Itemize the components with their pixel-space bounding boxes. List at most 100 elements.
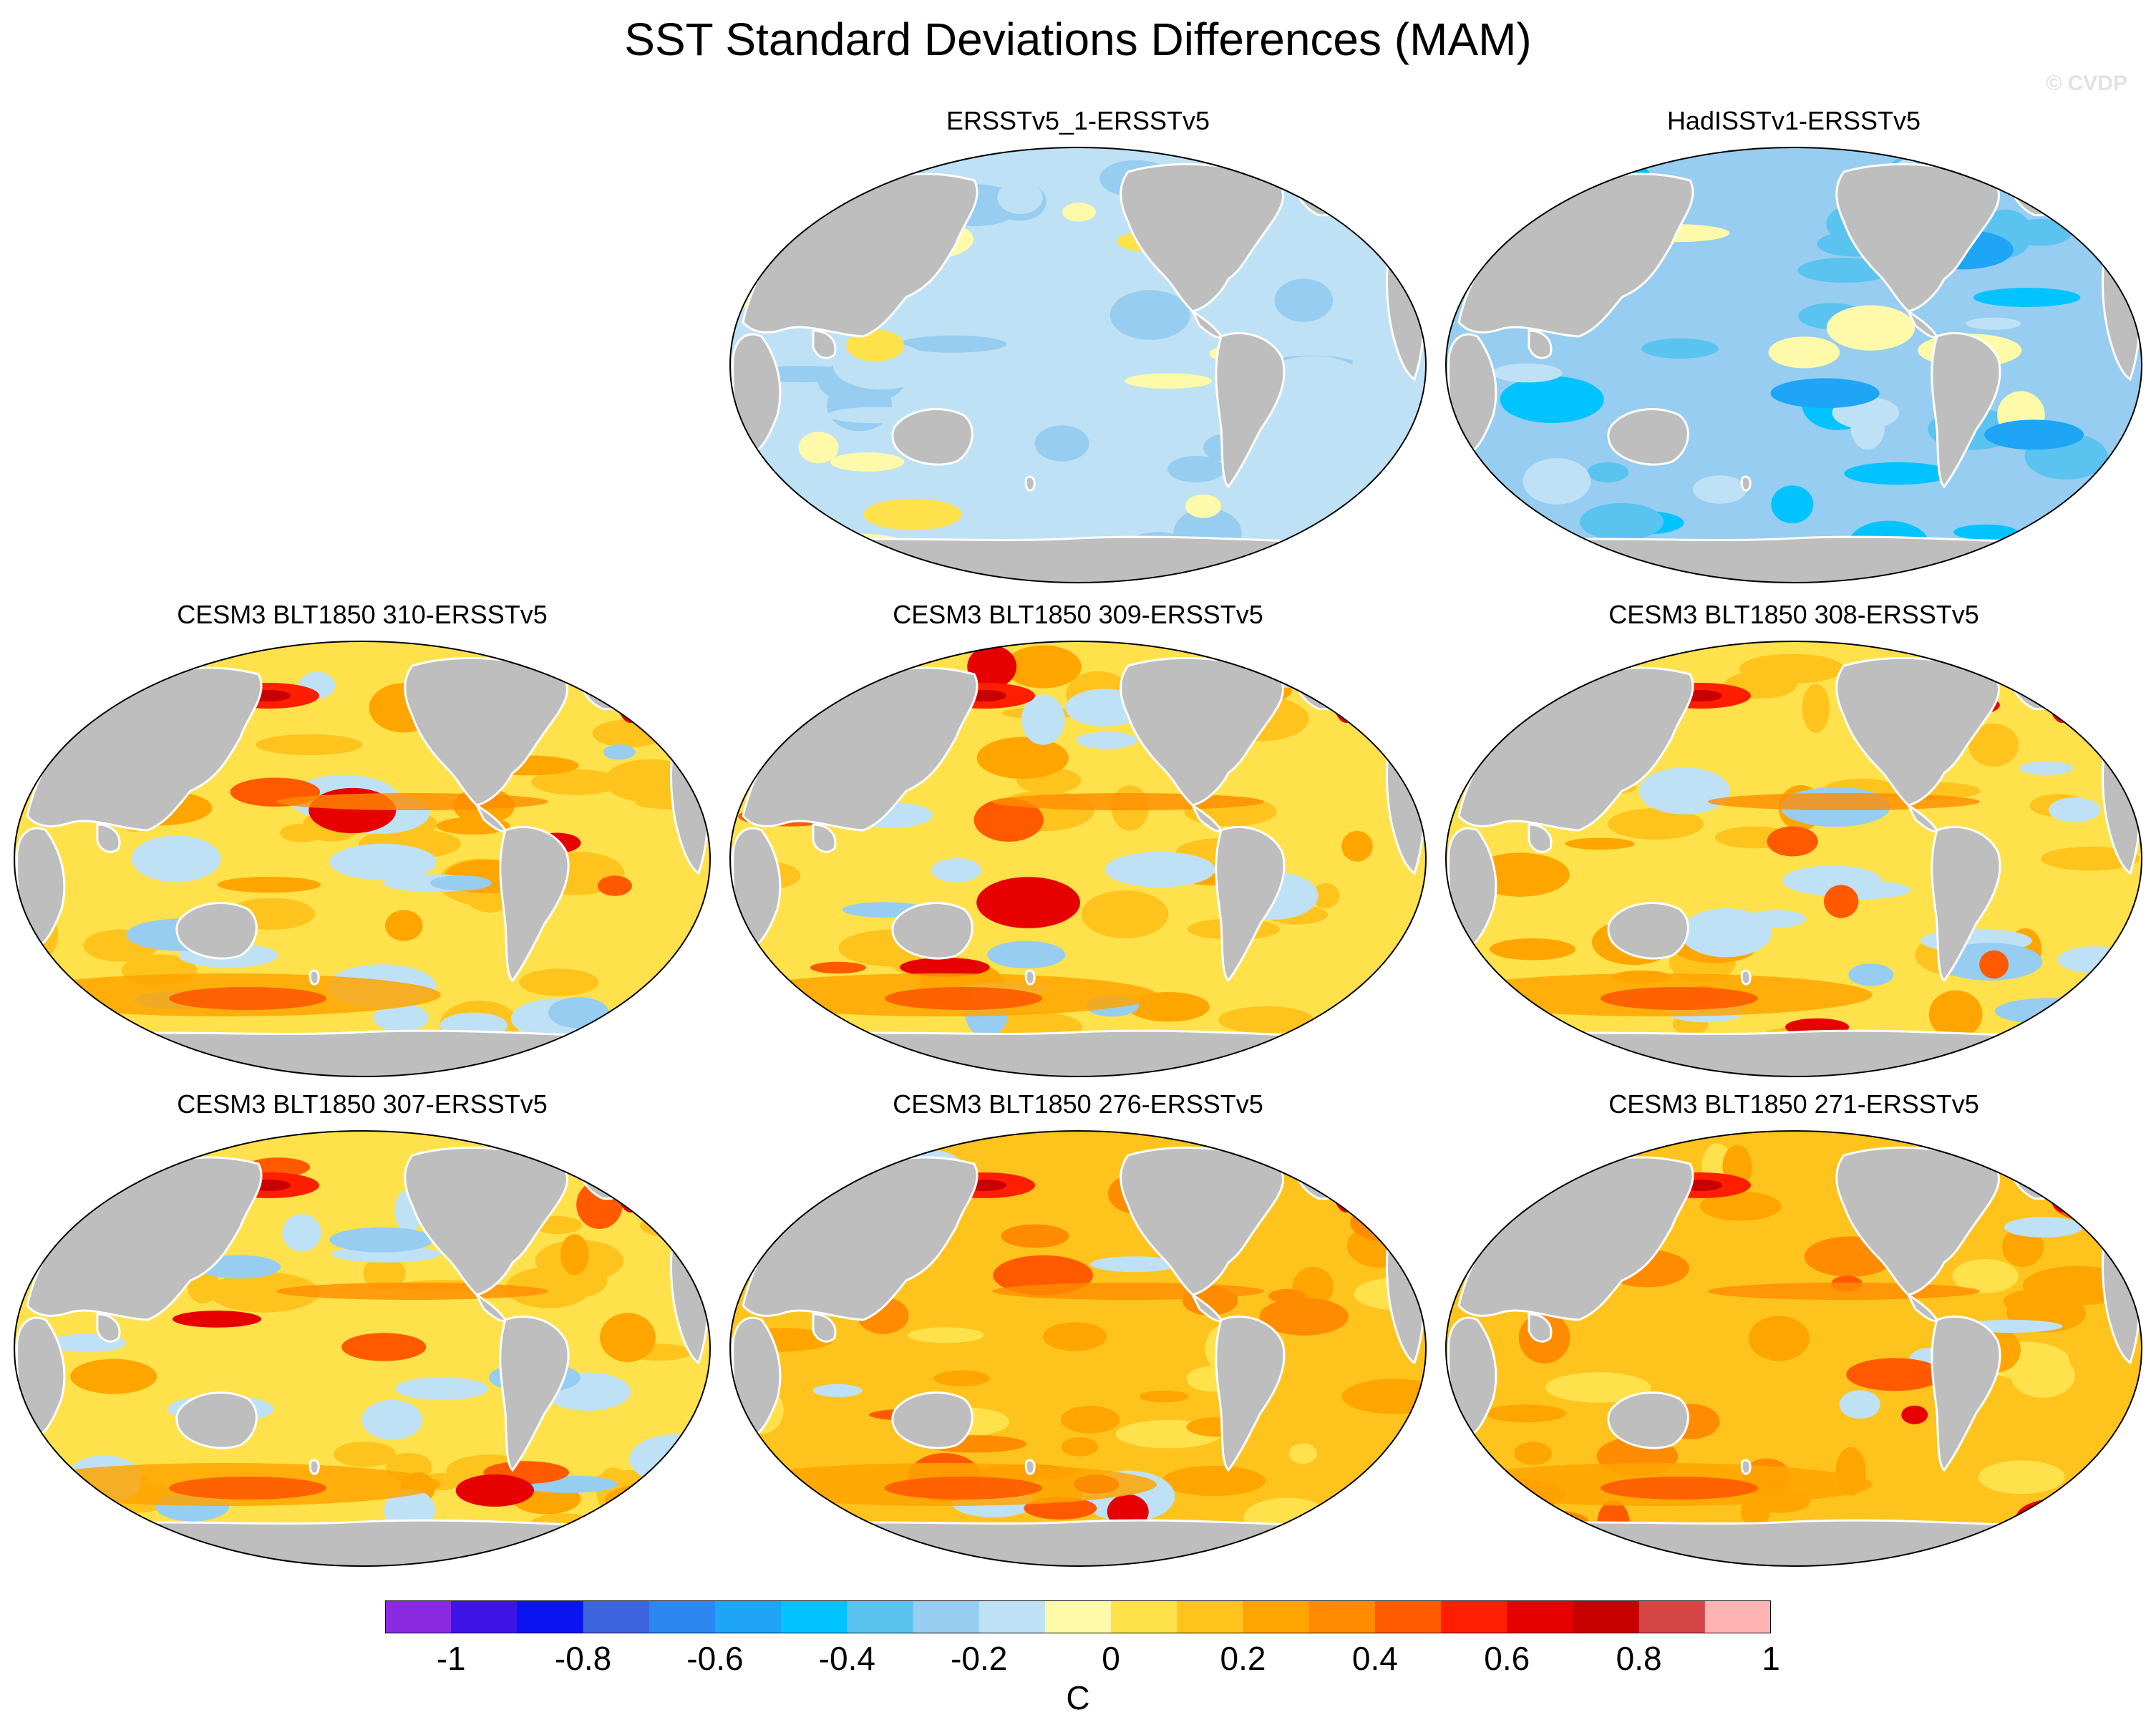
anomaly-patch (2016, 1497, 2112, 1537)
anomaly-patch (1185, 494, 1221, 518)
land-mass (175, 1391, 258, 1449)
anomaly-patch (1638, 767, 1730, 815)
anomaly-patch (333, 1442, 397, 1467)
anomaly-patch (2069, 1170, 2142, 1190)
land-mass (1931, 825, 2001, 983)
southern-ocean-core (169, 1477, 326, 1500)
land-mass (812, 1313, 837, 1343)
anomaly-patch (987, 941, 1066, 968)
anomaly-patch (1767, 826, 1818, 857)
land-mass (175, 902, 258, 960)
colorbar-swatch (1573, 1600, 1640, 1633)
anomaly-patch (209, 1272, 320, 1313)
anomaly-patch (2004, 1217, 2083, 1238)
anomaly-patch (1770, 378, 1880, 409)
map-outline (13, 641, 712, 1077)
colorbar-swatch (781, 1600, 848, 1633)
land-mass (14, 1029, 710, 1077)
anomaly-patch (531, 769, 621, 795)
anomaly-patch (1844, 462, 1951, 485)
anomaly-patch (519, 968, 599, 996)
anomaly-patch (1488, 525, 1525, 553)
anomaly-patch (131, 835, 221, 883)
map-outline (1444, 641, 2143, 1077)
anomaly-patch (1309, 1018, 1383, 1043)
anomaly-patch (1326, 1520, 1417, 1536)
equatorial-pacific-band (992, 1283, 1264, 1300)
land-mass (1528, 823, 1553, 853)
land-mass (1215, 825, 1286, 983)
anomaly-patch (2041, 846, 2140, 871)
map-outline (1444, 147, 2143, 583)
anomaly-patch (363, 1256, 406, 1291)
map (13, 641, 712, 1077)
colorbar-swatch (1374, 1600, 1442, 1633)
land-mass (499, 825, 570, 983)
land-mass (1215, 1315, 1286, 1472)
anomaly-patch (2003, 1288, 2083, 1316)
anomaly-patch (1001, 1224, 1069, 1248)
anomaly-patch (827, 407, 926, 424)
anomaly-patch (996, 296, 1071, 318)
anomaly-patch (1334, 1500, 1418, 1535)
colorbar-border (385, 1600, 1771, 1633)
colorbar-swatch (1704, 1600, 1771, 1633)
anomaly-patch (46, 1026, 139, 1066)
anomaly-patch (1090, 1256, 1180, 1273)
land-mass (1528, 329, 1553, 359)
anomaly-patch (1446, 1015, 1537, 1031)
anomaly-patch (548, 997, 609, 1029)
map-outline (729, 1130, 1427, 1567)
anomaly-patch (997, 180, 1043, 214)
anomaly-patch (1771, 485, 1814, 524)
anomaly-patch (1268, 1288, 1306, 1303)
anomaly-patch (746, 1162, 825, 1189)
colorbar-swatch (385, 1600, 452, 1633)
colorbar-swatch (1507, 1600, 1573, 1633)
land-mass (1528, 1313, 1553, 1343)
anomaly-patch (64, 1522, 127, 1540)
anomaly-patch (1263, 356, 1364, 405)
anomaly-patch (736, 1497, 802, 1511)
anomaly-patch (1485, 1404, 1567, 1423)
anomaly-patch (282, 1214, 321, 1252)
colorbar-tick-label: -0.6 (686, 1640, 744, 1677)
anomaly-patch (1968, 723, 2019, 767)
colorbar-swatch (1308, 1600, 1376, 1633)
anomaly-patch (1848, 963, 1894, 986)
anomaly-patch (1802, 684, 1830, 733)
anomaly-patch (1490, 938, 1576, 961)
map (1444, 1130, 2143, 1567)
anomaly-patch (1928, 990, 1983, 1039)
map-panel-cesm3-310: CESM3 BLT1850 310-ERSSTv5 (11, 600, 713, 1087)
anomaly-patch (1006, 465, 1043, 484)
anomaly-patch (217, 876, 321, 893)
anomaly-patch (812, 1384, 863, 1397)
panel-title: CESM3 BLT1850 307-ERSSTv5 (177, 1089, 548, 1119)
anomaly-patch (899, 335, 1007, 353)
land-mass (1931, 1315, 2001, 1472)
land-mass (1607, 902, 1689, 960)
anomaly-patch (1768, 336, 1840, 369)
anomaly-patch (1641, 338, 1719, 359)
anomaly-patch (863, 498, 962, 530)
southern-ocean-core (885, 1477, 1042, 1500)
anomaly-patch (1587, 462, 1629, 482)
anomaly-patch (900, 958, 990, 977)
anomaly-patch (1565, 837, 1635, 850)
anomaly-patch (70, 1359, 157, 1394)
anomaly-patch (603, 744, 636, 760)
cvdp-watermark: © CVDP (2046, 72, 2127, 95)
anomaly-patch (1966, 317, 2021, 330)
anomaly-patch (1288, 1443, 1317, 1464)
anomaly-patch (1839, 1390, 1880, 1419)
map-outline (13, 1130, 712, 1567)
anomaly-patch (341, 1333, 427, 1361)
map (729, 641, 1427, 1077)
map (13, 1130, 712, 1567)
equatorial-pacific-band (276, 1283, 548, 1300)
anomaly-patch (329, 843, 437, 880)
land-mass (1446, 1029, 2142, 1077)
anomaly-patch (256, 734, 363, 756)
colorbar-tick-label: 0.6 (1484, 1640, 1530, 1677)
